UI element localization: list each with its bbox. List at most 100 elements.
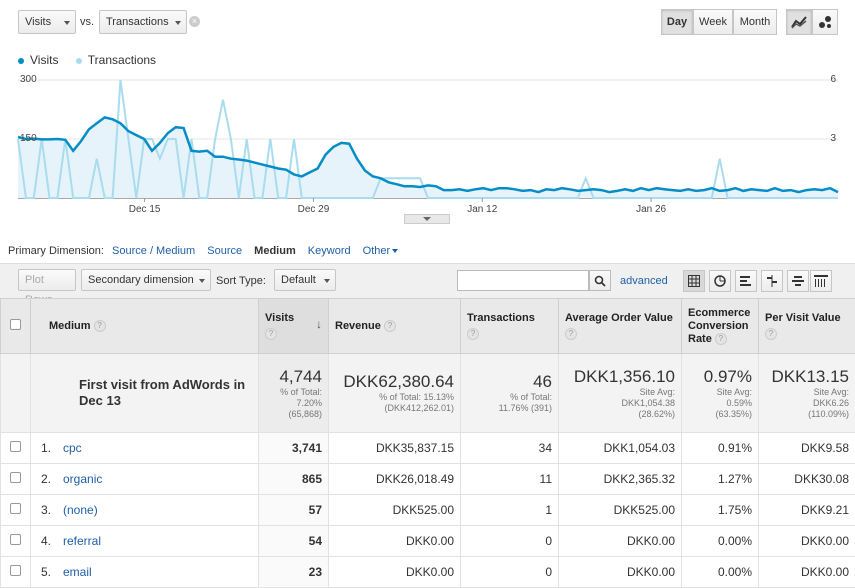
help-icon[interactable]: ? <box>715 333 727 345</box>
sort-type-value: Default <box>281 274 316 286</box>
row-number: 1. <box>41 441 63 455</box>
period-day-button[interactable]: Day <box>661 9 693 35</box>
summary-pvv-sub1: Site Avg: <box>765 387 849 398</box>
period-week-button[interactable]: Week <box>693 9 733 35</box>
summary-visits-value: 4,744 <box>265 367 322 387</box>
view-pivot-button[interactable] <box>810 270 832 292</box>
remove-metric-icon[interactable]: × <box>189 16 200 27</box>
summary-revenue-sub1: % of Total: 15.13% <box>335 392 454 403</box>
y-tick-left: 150 <box>20 133 37 144</box>
metric-select-transactions-label: Transactions <box>106 16 169 28</box>
summary-transactions-value: 46 <box>467 372 552 392</box>
medium-link[interactable]: email <box>63 565 92 579</box>
view-term-cloud-button[interactable] <box>787 270 809 292</box>
view-pie-button[interactable] <box>709 270 731 292</box>
help-icon[interactable]: ? <box>565 328 577 340</box>
summary-aov-sub1: Site Avg: <box>565 387 675 398</box>
x-tick-label: Jan 26 <box>636 204 666 215</box>
summary-aov-sub2: DKK1,054.38 <box>565 398 675 409</box>
pvv-cell: DKK0.00 <box>759 526 855 557</box>
header-per-visit-value[interactable]: Per Visit Value? <box>759 299 855 354</box>
table-view-icon <box>688 275 700 287</box>
medium-cell: 5.email <box>31 557 259 588</box>
view-comparison-button[interactable] <box>761 270 783 292</box>
dimension-keyword[interactable]: Keyword <box>308 245 351 257</box>
dimension-medium[interactable]: Medium <box>254 245 296 257</box>
revenue-cell: DKK525.00 <box>329 495 461 526</box>
medium-cell: 3.(none) <box>31 495 259 526</box>
dimension-source[interactable]: Source <box>207 245 242 257</box>
select-all-cell <box>1 299 31 354</box>
header-ecommerce-conversion-rate[interactable]: Ecommerce Conversion Rate ? <box>682 299 759 354</box>
summary-visits-sub3: (65,868) <box>265 409 322 420</box>
medium-link[interactable]: referral <box>63 534 101 548</box>
header-aov-label: Average Order Value <box>565 312 673 324</box>
sort-type-select[interactable]: Default <box>274 269 336 291</box>
transactions-cell: 34 <box>461 433 559 464</box>
metric-select-transactions[interactable]: Transactions <box>99 10 187 34</box>
metric-select-visits-label: Visits <box>25 16 51 28</box>
period-month-button[interactable]: Month <box>733 9 777 35</box>
aov-cell: DKK0.00 <box>559 526 682 557</box>
line-chart-button[interactable] <box>786 9 812 35</box>
row-checkbox[interactable] <box>10 472 21 483</box>
chevron-down-icon <box>175 21 181 25</box>
help-icon[interactable]: ? <box>265 328 277 340</box>
table-search-input[interactable] <box>457 270 589 291</box>
motion-chart-button[interactable] <box>812 9 838 35</box>
advanced-search-link[interactable]: advanced <box>620 275 668 287</box>
help-icon[interactable]: ? <box>765 328 777 340</box>
pie-chart-icon <box>714 275 726 287</box>
summary-aov: DKK1,356.10 Site Avg: DKK1,054.38 (28.62… <box>559 354 682 433</box>
transactions-cell: 0 <box>461 557 559 588</box>
plot-rows-button[interactable]: Plot Rows <box>18 269 76 291</box>
chevron-down-icon <box>324 279 330 283</box>
header-transactions[interactable]: Transactions? <box>461 299 559 354</box>
summary-row: First visit from AdWords in Dec 13 4,744… <box>1 354 855 433</box>
help-icon[interactable]: ? <box>384 320 396 332</box>
visits-cell: 54 <box>259 526 329 557</box>
row-checkbox[interactable] <box>10 534 21 545</box>
chevron-down-icon <box>199 279 205 283</box>
medium-link[interactable]: cpc <box>63 441 82 455</box>
transactions-cell: 1 <box>461 495 559 526</box>
select-all-checkbox[interactable] <box>10 319 21 330</box>
search-button[interactable] <box>589 270 611 291</box>
help-icon[interactable]: ? <box>94 320 106 332</box>
dimension-source-medium[interactable]: Source / Medium <box>112 245 195 257</box>
visits-cell: 23 <box>259 557 329 588</box>
header-medium[interactable]: Medium ? <box>31 299 259 354</box>
revenue-cell: DKK0.00 <box>329 526 461 557</box>
summary-pvv-sub2: DKK6.26 <box>765 398 849 409</box>
dimension-other[interactable]: Other <box>363 245 391 257</box>
sort-type-label: Sort Type: <box>216 275 266 287</box>
summary-pvv: DKK13.15 Site Avg: DKK6.26 (110.09%) <box>759 354 855 433</box>
medium-link[interactable]: (none) <box>63 503 98 517</box>
chart-collapse-handle[interactable] <box>404 214 450 224</box>
comparison-icon <box>766 275 778 287</box>
header-revenue[interactable]: Revenue ? <box>329 299 461 354</box>
summary-transactions-sub1: % of Total: <box>467 392 552 403</box>
header-average-order-value[interactable]: Average Order Value? <box>559 299 682 354</box>
header-medium-label: Medium <box>49 320 91 332</box>
line-chart-icon <box>791 15 807 29</box>
revenue-cell: DKK0.00 <box>329 557 461 588</box>
medium-link[interactable]: organic <box>63 472 102 486</box>
pvv-cell: DKK0.00 <box>759 557 855 588</box>
conv-cell: 1.75% <box>682 495 759 526</box>
data-table: Medium ? Visits↓? Revenue ? Transactions… <box>0 298 855 588</box>
row-checkbox[interactable] <box>10 503 21 514</box>
x-tick-label: Dec 15 <box>129 204 161 215</box>
x-tick-label: Jan 12 <box>467 204 497 215</box>
view-performance-button[interactable] <box>735 270 757 292</box>
secondary-dimension-select[interactable]: Secondary dimension <box>81 269 211 291</box>
row-checkbox[interactable] <box>10 441 21 452</box>
metric-select-visits[interactable]: Visits <box>18 10 76 34</box>
chevron-down-icon <box>423 217 431 221</box>
header-visits[interactable]: Visits↓? <box>259 299 329 354</box>
row-checkbox[interactable] <box>10 565 21 576</box>
row-number: 5. <box>41 565 63 579</box>
view-table-button[interactable] <box>683 270 705 292</box>
summary-visits-sub2: 7.20% <box>265 398 322 409</box>
help-icon[interactable]: ? <box>467 328 479 340</box>
